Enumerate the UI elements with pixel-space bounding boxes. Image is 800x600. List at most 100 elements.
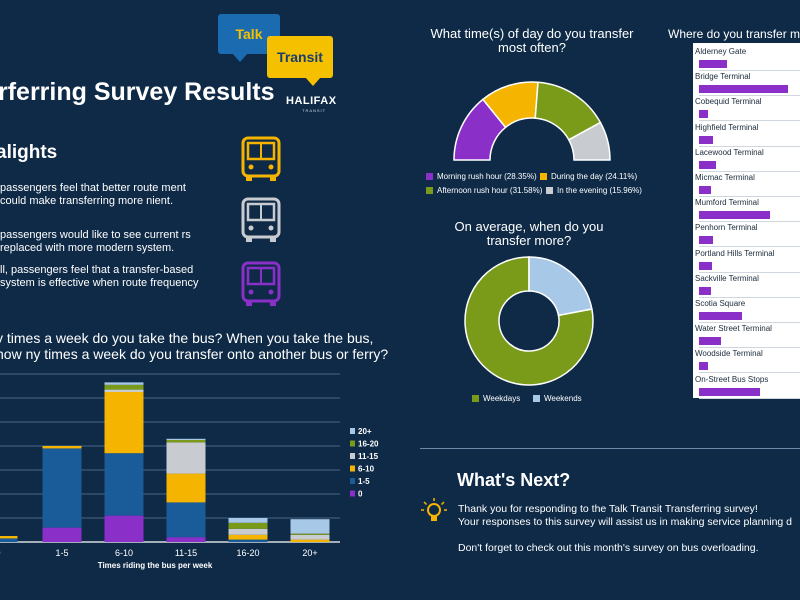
terminal-gridline — [699, 221, 800, 223]
terminal-bar — [699, 261, 713, 270]
bar-segment — [104, 453, 144, 516]
transfers-bar-chart: 0 1-5 6-10 11-15 16-20 20+ Times riding the bu… — [0, 373, 379, 570]
weekday-title: On average, when do you transfer more? — [429, 220, 629, 248]
terminal-label: Alderney Gate — [695, 47, 747, 56]
legend-swatch — [350, 465, 355, 472]
terminal-label: Lacewood Terminal — [695, 147, 764, 157]
time-legend-item: During the day (24.11%) — [540, 172, 637, 181]
terminal-label: Water Street Terminal — [695, 324, 772, 334]
time-legend-item: Morning rush hour (28.35%) — [426, 172, 537, 181]
bar-segment — [104, 382, 144, 385]
legend-label: Afternoon rush hour (31.58%) — [437, 186, 543, 195]
legend-swatch — [426, 187, 433, 194]
bar-segment — [104, 384, 144, 390]
terminal-label: Mumford Terminal — [695, 198, 759, 208]
terminal-label: On-Street Bus Stops — [695, 374, 769, 384]
terminal-gridline — [699, 322, 800, 323]
terminal-gridline — [699, 372, 800, 374]
terminal-gridline — [699, 145, 800, 147]
legend-label: 16-20 — [358, 440, 379, 449]
terminal-label: Woodside Terminal — [695, 349, 763, 359]
terminal-bar — [699, 110, 709, 119]
legend-label: 6-10 — [358, 465, 375, 474]
terminal-bar — [699, 362, 709, 371]
bus-question: y times a week do you take the bus? When… — [0, 330, 389, 362]
terminal-bar — [699, 186, 712, 194]
bar-segment — [104, 389, 144, 392]
terminal-bar — [699, 135, 714, 144]
pie-slice — [567, 121, 611, 161]
weekday-title-line2: transfer more? — [486, 233, 572, 248]
terminal-bar — [699, 85, 788, 94]
time-legend-item: In the evening (15.96%) — [546, 186, 642, 195]
bar-segment — [228, 518, 268, 523]
donut-slice — [464, 256, 594, 386]
legend-label: Weekdays — [483, 394, 521, 403]
logo-brand-sub: TRANSIT — [302, 108, 327, 113]
x-axis-label: Times riding the bus per week — [98, 561, 213, 570]
bar-segment — [104, 515, 144, 542]
bar-segment — [166, 473, 206, 503]
weekday-legend-item: Weekdays — [472, 394, 520, 403]
terminal-gridline — [699, 196, 800, 197]
terminal-label: Portland Hills Terminal — [695, 248, 775, 258]
weekday-title-line1: On average, when do you — [454, 219, 604, 234]
time-of-day-title: What time(s) of day do you transfer most… — [420, 27, 644, 55]
bar-segment — [0, 536, 18, 539]
x-tick-label: 0 — [0, 548, 1, 558]
x-tick-label: 16-20 — [236, 548, 259, 558]
legend-label: Weekends — [544, 394, 582, 403]
bar-segment — [228, 522, 268, 529]
highlight-text-1: passengers feel that better route ment c… — [0, 182, 186, 207]
bar-segment — [166, 442, 206, 474]
logo-word-transit: Transit — [277, 49, 323, 65]
highlight-text-3: ll, passengers feel that a transfer-base… — [0, 264, 199, 289]
legend-label: 11-15 — [358, 452, 379, 461]
whats-next-title: What's Next? — [457, 470, 571, 490]
terminal-gridline — [699, 170, 800, 172]
bus-icon — [241, 261, 281, 306]
terminal-gridline — [699, 120, 800, 122]
section-divider — [420, 448, 800, 449]
time-legend-item: Afternoon rush hour (31.58%) — [426, 186, 542, 195]
terminal-bar — [699, 236, 714, 245]
logo-talk-bubble: Talk — [218, 14, 280, 62]
terminal-label: Bridge Terminal — [695, 72, 751, 82]
legend-swatch — [350, 478, 355, 484]
x-tick-label: 20+ — [302, 548, 317, 558]
bar-segment — [290, 534, 330, 540]
bus-icon — [241, 136, 281, 181]
terminal-gridline — [699, 70, 800, 71]
legend-label: Morning rush hour (28.35%) — [437, 172, 537, 181]
terminal-bar — [699, 312, 743, 320]
terminal-bar — [699, 286, 712, 295]
bar-segment — [290, 533, 330, 535]
bar-segment — [228, 539, 268, 542]
whats-next-text: Thank you for responding to the Talk Tra… — [458, 503, 798, 555]
bar-segment — [166, 438, 206, 440]
terminal-label: Scotia Square — [695, 299, 746, 308]
logo-transit-bubble: Transit — [267, 36, 333, 86]
bar-segment — [42, 448, 82, 528]
legend-swatch — [540, 173, 547, 180]
weekday-donut-chart — [464, 256, 594, 386]
legend-swatch — [472, 395, 479, 402]
terminal-label: Highfield Terminal — [695, 122, 759, 132]
legend-label: 0 — [358, 490, 363, 499]
bar-segment — [290, 519, 330, 534]
legend-label: During the day (24.11%) — [551, 172, 638, 181]
legend-swatch — [350, 453, 355, 459]
donut-slice — [528, 256, 593, 317]
terminal-bar — [699, 160, 717, 169]
bar-segment — [166, 537, 206, 542]
x-tick-label: 1-5 — [55, 548, 68, 558]
bar-segment — [42, 527, 82, 542]
terminal-bar — [699, 337, 722, 346]
legend-swatch — [546, 187, 553, 194]
time-of-day-title-line2: most often? — [498, 40, 566, 55]
legend-label: In the evening (15.96%) — [557, 186, 642, 195]
page-title: rferring Survey Results — [0, 78, 275, 106]
bar-segment — [104, 392, 144, 454]
x-tick-label: 11-15 — [175, 548, 197, 558]
legend-swatch — [426, 173, 433, 180]
